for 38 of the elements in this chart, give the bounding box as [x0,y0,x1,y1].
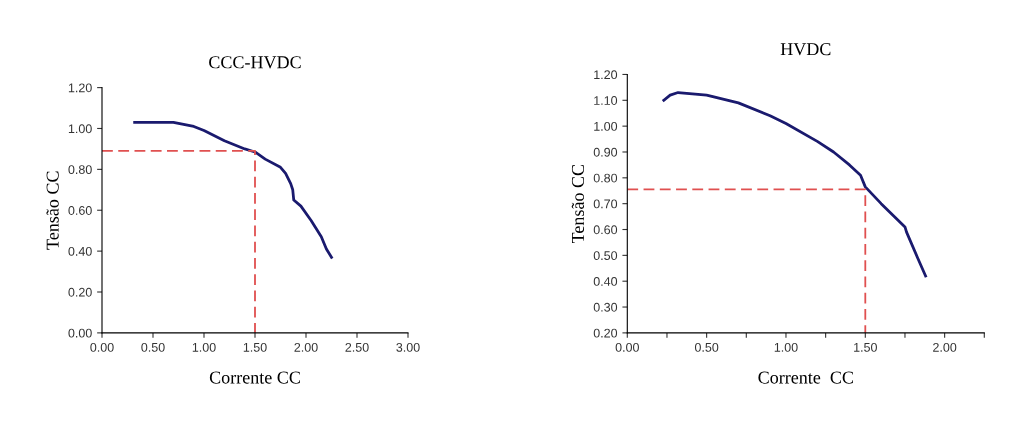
y-tick-label: 1.10 [594,96,618,105]
x-tick-label: 0.50 [694,342,719,352]
y-tick-label: 0.40 [68,246,92,256]
x-tick-label: 1.50 [243,342,267,352]
y-tick-label: 1.00 [594,121,618,131]
y-tick-label: 1.20 [594,70,618,80]
y-tick-label: 0.80 [593,173,618,183]
x-tick-label: 0.50 [141,342,165,352]
y-tick-label: 0.30 [593,302,618,312]
y-tick-label: 0.60 [593,225,618,235]
x-tick-label: 0.00 [615,342,639,352]
x-axis-title: Corrente CC [209,371,300,384]
x-tick-label: 1.00 [192,342,216,352]
y-tick-label: 1.00 [68,124,92,134]
y-tick-label: 0.00 [68,328,92,338]
y-tick-label: 0.50 [593,251,618,261]
x-tick-label: 2.00 [933,342,957,352]
x-tick-label: 1.50 [854,342,877,352]
y-tick-label: 0.90 [593,147,618,157]
x-tick-label: 1.00 [774,342,798,352]
y-tick-label: 0.80 [68,165,92,175]
x-axis-title: Corrente CC [758,371,853,384]
y-axis-title: Tensão CC [571,164,585,244]
x-tick-label: 2.00 [294,342,318,352]
chart-title: CCC-HVDC [209,56,301,69]
y-tick-label: 0.70 [593,199,618,209]
line-series [133,120,333,259]
chart-title: HVDC [780,43,831,56]
line-series [662,91,927,278]
x-tick-label: 0.00 [90,342,114,352]
y-tick-label: 0.20 [68,287,92,297]
y-tick-label: 0.40 [593,277,618,286]
x-tick-label: 3.00 [396,342,420,352]
y-tick-label: 0.20 [593,328,618,338]
y-axis-title: Tensão CC [46,171,59,250]
x-tick-label: 2.50 [345,342,369,352]
y-tick-label: 1.20 [68,83,92,93]
y-tick-label: 0.60 [68,206,92,215]
